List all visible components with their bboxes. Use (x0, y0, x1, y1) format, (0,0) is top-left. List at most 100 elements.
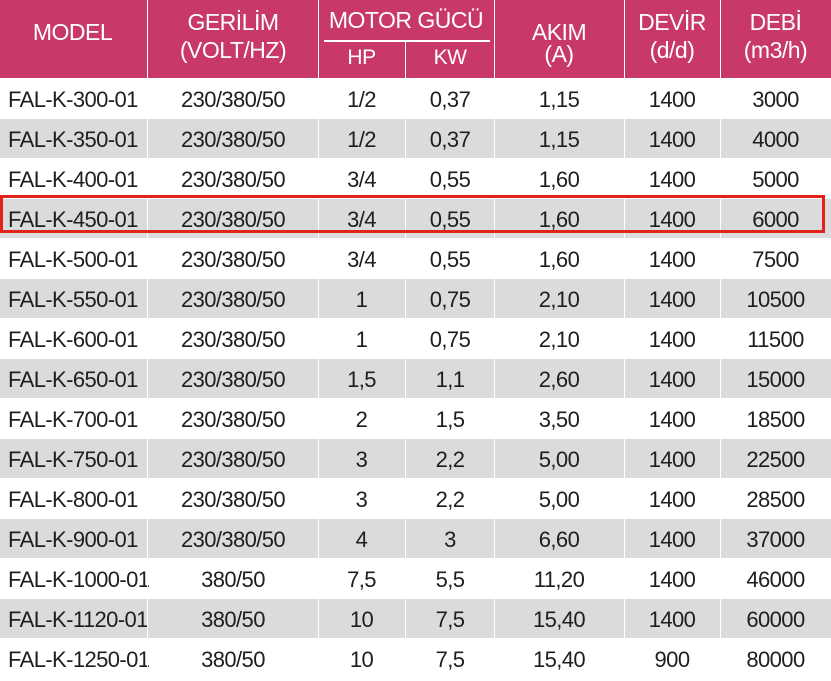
header-flow-title: DEBİ (749, 9, 802, 35)
header-flow: DEBİ (m3/h) (720, 8, 831, 64)
cell-model: FAL-K-500-01 (8, 247, 138, 272)
cell-speed: 1400 (648, 447, 696, 472)
cell-model: FAL-K-600-01 (8, 327, 138, 352)
column-divider (624, 78, 625, 681)
header-motor-power: MOTOR GÜCÜ (328, 7, 484, 33)
table-row: FAL-K-750-01 230/380/50 3 2,2 5,00 1400 22500 (0, 438, 831, 478)
motor-power-underline (324, 40, 490, 42)
cell-kw: 0,55 (429, 167, 471, 192)
cell-kw: 0,55 (429, 247, 471, 272)
highlighted-row-outline (0, 195, 825, 233)
cell-model: FAL-K-650-01 (8, 367, 138, 392)
cell-model: FAL-K-700-01 (8, 407, 138, 432)
cell-flow: 15000 (746, 367, 805, 392)
cell-voltage: 230/380/50 (180, 247, 286, 272)
cell-hp: 4 (355, 527, 368, 552)
table-row: FAL-K-1000-01 380/50 7,5 5,5 11,20 1400 46000 (0, 558, 831, 598)
cell-flow: 4000 (752, 127, 799, 152)
cell-hp: 3/4 (347, 207, 376, 232)
header-current: AKIM (A) (494, 18, 624, 68)
cell-kw: 0,75 (429, 327, 471, 352)
cell-hp: 1/2 (347, 87, 376, 112)
cell-voltage: 230/380/50 (180, 207, 286, 232)
column-divider (147, 78, 148, 681)
cell-speed: 1400 (648, 407, 696, 432)
cell-speed: 1400 (648, 607, 696, 632)
cell-model: FAL-K-900-01 (8, 527, 138, 552)
cell-flow: 18500 (746, 407, 805, 432)
header-hp: HP (347, 46, 376, 69)
cell-speed: 1400 (648, 287, 696, 312)
cell-voltage: 230/380/50 (180, 407, 286, 432)
header-flow-unit: (m3/h) (743, 37, 808, 63)
cell-model: FAL-K-450-01 (8, 207, 138, 232)
cell-kw: 1,5 (435, 407, 465, 432)
cell-voltage: 380/50 (201, 647, 265, 672)
cell-current: 2,60 (538, 367, 580, 392)
table-row: FAL-K-650-01 230/380/50 1,5 1,1 2,60 1400 1500… (0, 358, 831, 398)
cell-current: 1,60 (538, 167, 580, 192)
header-divider (494, 0, 495, 78)
cell-current: 2,10 (538, 327, 580, 352)
cell-kw: 7,5 (435, 647, 465, 672)
cell-hp: 1,5 (347, 367, 376, 392)
cell-voltage: 230/380/50 (180, 87, 286, 112)
table-row: FAL-K-1120-01 380/50 10 7,5 15,40 1400 60000 (0, 598, 831, 638)
cell-kw: 0,37 (429, 87, 471, 112)
header-speed-unit: (d/d) (649, 37, 695, 63)
table-row: FAL-K-400-01 230/380/50 3/4 0,55 1,60 1400 500… (0, 158, 831, 198)
cell-speed: 1400 (648, 487, 696, 512)
table-row: FAL-K-1250-01 380/50 10 7,5 15,40 900 80000 (0, 638, 831, 678)
header-current-unit: (A) (544, 41, 574, 67)
cell-current: 3,50 (538, 407, 580, 432)
cell-kw: 7,5 (435, 607, 465, 632)
cell-speed: 1400 (648, 367, 696, 392)
cell-voltage: 230/380/50 (180, 367, 286, 392)
cell-flow: 46000 (746, 567, 805, 592)
cell-current: 2,10 (538, 287, 580, 312)
header-kw: KW (433, 46, 467, 69)
cell-hp: 3/4 (347, 247, 376, 272)
cell-hp: 2 (355, 407, 368, 432)
cell-kw: 3 (444, 527, 456, 552)
header-voltage: GERİLİM (VOLT/HZ) (148, 8, 318, 64)
cell-flow: 80000 (746, 647, 805, 672)
cell-current: 11,20 (533, 567, 585, 592)
cell-model: FAL-K-1120-01 (8, 607, 148, 632)
cell-current: 15,40 (532, 607, 586, 632)
cell-model: FAL-K-800-01 (8, 487, 138, 512)
cell-kw: 1,1 (435, 367, 465, 392)
cell-flow: 37000 (746, 527, 805, 552)
cell-voltage: 230/380/50 (180, 527, 286, 552)
cell-model: FAL-K-350-01 (8, 127, 138, 152)
cell-speed: 1400 (648, 167, 696, 192)
cell-current: 6,60 (538, 527, 580, 552)
header-speed: DEVİR (d/d) (624, 8, 720, 64)
cell-model: FAL-K-400-01 (8, 167, 138, 192)
cell-speed: 1400 (648, 87, 696, 112)
table-row: FAL-K-800-01 230/380/50 3 2,2 5,00 1400 28500 (0, 478, 831, 518)
cell-hp: 3/4 (347, 167, 376, 192)
column-divider (405, 78, 406, 681)
cell-current: 1,15 (538, 87, 580, 112)
header-divider (147, 0, 148, 78)
cell-flow: 28500 (746, 487, 805, 512)
cell-flow: 11500 (747, 327, 804, 352)
cell-hp: 10 (349, 647, 374, 672)
header-current-title: AKIM (531, 19, 587, 45)
cell-voltage: 230/380/50 (180, 327, 286, 352)
header-divider (624, 0, 625, 78)
cell-kw: 0,55 (429, 207, 471, 232)
cell-current: 15,40 (532, 647, 586, 672)
cell-kw: 5,5 (435, 567, 465, 592)
table-row: FAL-K-600-01 230/380/50 1 0,75 2,10 1400 11500 (0, 318, 831, 358)
cell-hp: 1 (355, 327, 368, 352)
column-divider (720, 78, 721, 681)
table-row: FAL-K-900-01 230/380/50 4 3 6,60 1400 37000 (0, 518, 831, 558)
cell-flow: 6000 (752, 207, 799, 232)
cell-flow: 10500 (746, 287, 805, 312)
cell-model: FAL-K-550-01 (8, 287, 138, 312)
cell-voltage: 230/380/50 (180, 127, 286, 152)
cell-flow: 22500 (746, 447, 805, 472)
